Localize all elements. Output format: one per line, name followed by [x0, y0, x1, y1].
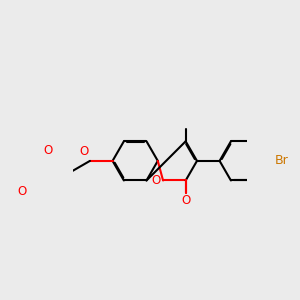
- Text: O: O: [43, 143, 52, 157]
- Text: O: O: [79, 145, 88, 158]
- Text: Br: Br: [275, 154, 289, 167]
- Text: O: O: [151, 174, 160, 187]
- Text: O: O: [17, 185, 26, 198]
- Text: O: O: [181, 194, 190, 207]
